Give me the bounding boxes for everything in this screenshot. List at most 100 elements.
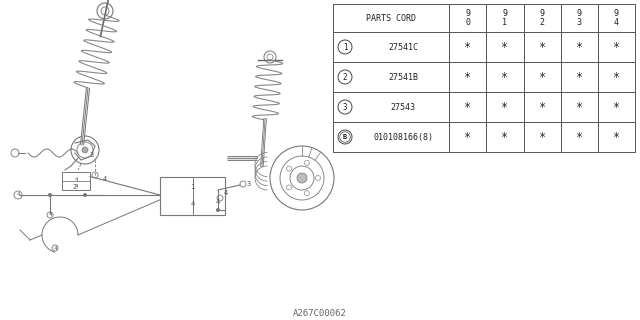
Text: 3: 3	[247, 181, 251, 187]
Text: *: *	[464, 131, 472, 143]
Circle shape	[297, 173, 307, 183]
Text: *: *	[539, 41, 546, 53]
Bar	[486, 4, 524, 32]
Text: 4: 4	[216, 199, 220, 205]
Bar	[561, 4, 598, 32]
Text: *: *	[576, 41, 583, 53]
Text: 4: 4	[190, 201, 195, 207]
Text: 1: 1	[342, 43, 348, 52]
Bar	[524, 62, 561, 92]
Circle shape	[305, 191, 310, 196]
Bar	[524, 122, 561, 152]
Text: 4: 4	[74, 184, 77, 189]
Text: 3: 3	[90, 152, 94, 158]
Text: *: *	[539, 131, 546, 143]
Circle shape	[92, 172, 98, 178]
Bar	[333, 32, 449, 62]
Bar	[486, 32, 524, 62]
Bar	[598, 4, 635, 32]
Text: *: *	[576, 100, 583, 114]
Circle shape	[338, 100, 352, 114]
Circle shape	[52, 245, 58, 251]
Bar	[333, 92, 449, 122]
Bar	[333, 62, 449, 92]
Circle shape	[101, 7, 109, 15]
Circle shape	[77, 142, 93, 158]
Bar	[561, 122, 598, 152]
Bar	[561, 62, 598, 92]
Bar	[561, 92, 598, 122]
Circle shape	[83, 193, 87, 197]
Circle shape	[338, 130, 352, 144]
Text: *: *	[501, 131, 509, 143]
Text: 27541C: 27541C	[388, 43, 418, 52]
Circle shape	[340, 132, 350, 142]
Bar	[486, 92, 524, 122]
Circle shape	[287, 185, 292, 190]
Bar	[160, 177, 225, 215]
Circle shape	[48, 193, 52, 197]
Text: B: B	[343, 134, 347, 140]
Bar	[449, 62, 486, 92]
Bar	[486, 62, 524, 92]
Text: 4: 4	[74, 177, 77, 182]
Text: 9
3: 9 3	[577, 9, 582, 27]
Text: 4: 4	[49, 212, 52, 218]
Bar	[449, 122, 486, 152]
Bar	[449, 4, 486, 32]
Text: 010108166(8): 010108166(8)	[373, 132, 433, 141]
Circle shape	[267, 54, 273, 60]
Circle shape	[71, 136, 99, 164]
Circle shape	[305, 160, 310, 165]
Circle shape	[240, 181, 246, 187]
Text: *: *	[576, 70, 583, 84]
Text: *: *	[613, 70, 620, 84]
Text: *: *	[464, 100, 472, 114]
Circle shape	[280, 156, 324, 200]
Circle shape	[270, 146, 334, 210]
Text: *: *	[464, 41, 472, 53]
Bar	[62, 172, 90, 190]
Circle shape	[11, 149, 19, 157]
Text: *: *	[539, 70, 546, 84]
Bar	[598, 92, 635, 122]
Circle shape	[290, 166, 314, 190]
Circle shape	[338, 70, 352, 84]
Text: 9
2: 9 2	[540, 9, 545, 27]
Bar	[598, 32, 635, 62]
Text: 27541B: 27541B	[388, 73, 418, 82]
Text: *: *	[613, 100, 620, 114]
Text: *: *	[613, 131, 620, 143]
Text: 4: 4	[103, 176, 107, 182]
Bar	[449, 32, 486, 62]
Text: 2: 2	[342, 73, 348, 82]
Bar	[333, 122, 449, 152]
Circle shape	[82, 147, 88, 153]
Text: 4: 4	[224, 190, 228, 196]
Bar	[333, 4, 449, 32]
Bar	[524, 4, 561, 32]
Circle shape	[97, 3, 113, 19]
Text: *: *	[501, 70, 509, 84]
Text: PARTS CORD: PARTS CORD	[366, 13, 416, 22]
Bar	[524, 92, 561, 122]
Text: 9
4: 9 4	[614, 9, 619, 27]
Text: 27543: 27543	[390, 102, 415, 111]
Text: 4: 4	[53, 245, 56, 251]
Text: *: *	[539, 100, 546, 114]
Text: *: *	[501, 41, 509, 53]
Text: 9
0: 9 0	[465, 9, 470, 27]
Circle shape	[217, 195, 223, 201]
Text: *: *	[576, 131, 583, 143]
Circle shape	[338, 40, 352, 54]
Bar	[561, 32, 598, 62]
Circle shape	[287, 166, 292, 171]
Text: 4: 4	[17, 193, 20, 197]
Circle shape	[316, 175, 321, 180]
Text: 9
1: 9 1	[502, 9, 508, 27]
Text: 2: 2	[73, 184, 77, 190]
Circle shape	[216, 208, 220, 212]
Text: *: *	[613, 41, 620, 53]
Circle shape	[14, 191, 22, 199]
Text: 3: 3	[342, 102, 348, 111]
